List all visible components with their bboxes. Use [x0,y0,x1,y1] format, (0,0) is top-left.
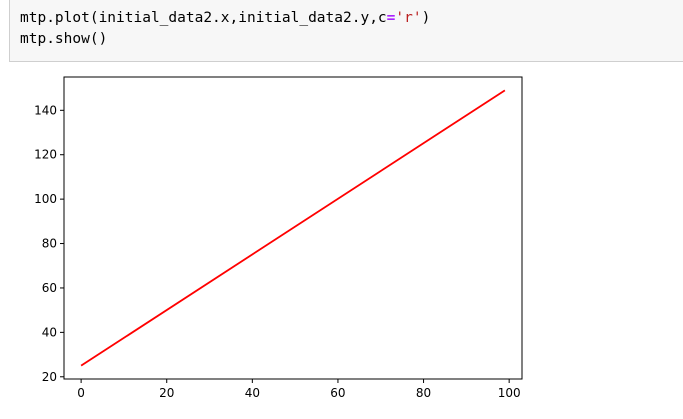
code-cell[interactable]: mtp.plot(initial_data2.x,initial_data2.y… [9,0,683,62]
y-tick-label: 60 [42,281,57,295]
code-line-1[interactable]: mtp.plot(initial_data2.x,initial_data2.y… [20,8,430,28]
y-axis-ticks: 20 40 60 80 100 120 140 [34,103,64,384]
x-tick-label: 60 [330,386,345,400]
y-tick-label: 100 [34,192,57,206]
code-line-1-string: 'r' [395,10,422,26]
y-tick-label: 40 [42,325,57,339]
code-line-2[interactable]: mtp.show() [20,31,108,47]
x-tick-label: 20 [159,386,174,400]
output-area: 0 20 40 60 80 100 20 40 60 80 100 120 140 [0,62,683,419]
series-line-0 [80,89,506,367]
line-chart: 0 20 40 60 80 100 20 40 60 80 100 120 140 [34,76,523,400]
code-line-1-suffix: ) [421,10,431,26]
plot-frame [63,76,523,380]
x-axis-ticks: 0 20 40 60 80 100 [77,379,521,400]
y-tick-label: 20 [42,370,57,384]
x-tick-label: 100 [498,386,521,400]
x-tick-label: 0 [77,386,85,400]
code-line-1-prefix: mtp.plot(initial_data2.x,initial_data2.y… [20,10,387,26]
y-tick-label: 140 [34,103,57,117]
y-tick-label: 80 [42,237,57,251]
series-group [80,89,506,367]
y-tick-label: 120 [34,148,57,162]
x-tick-label: 40 [245,386,260,400]
x-tick-label: 80 [416,386,431,400]
code-line-1-operator: = [386,10,396,26]
